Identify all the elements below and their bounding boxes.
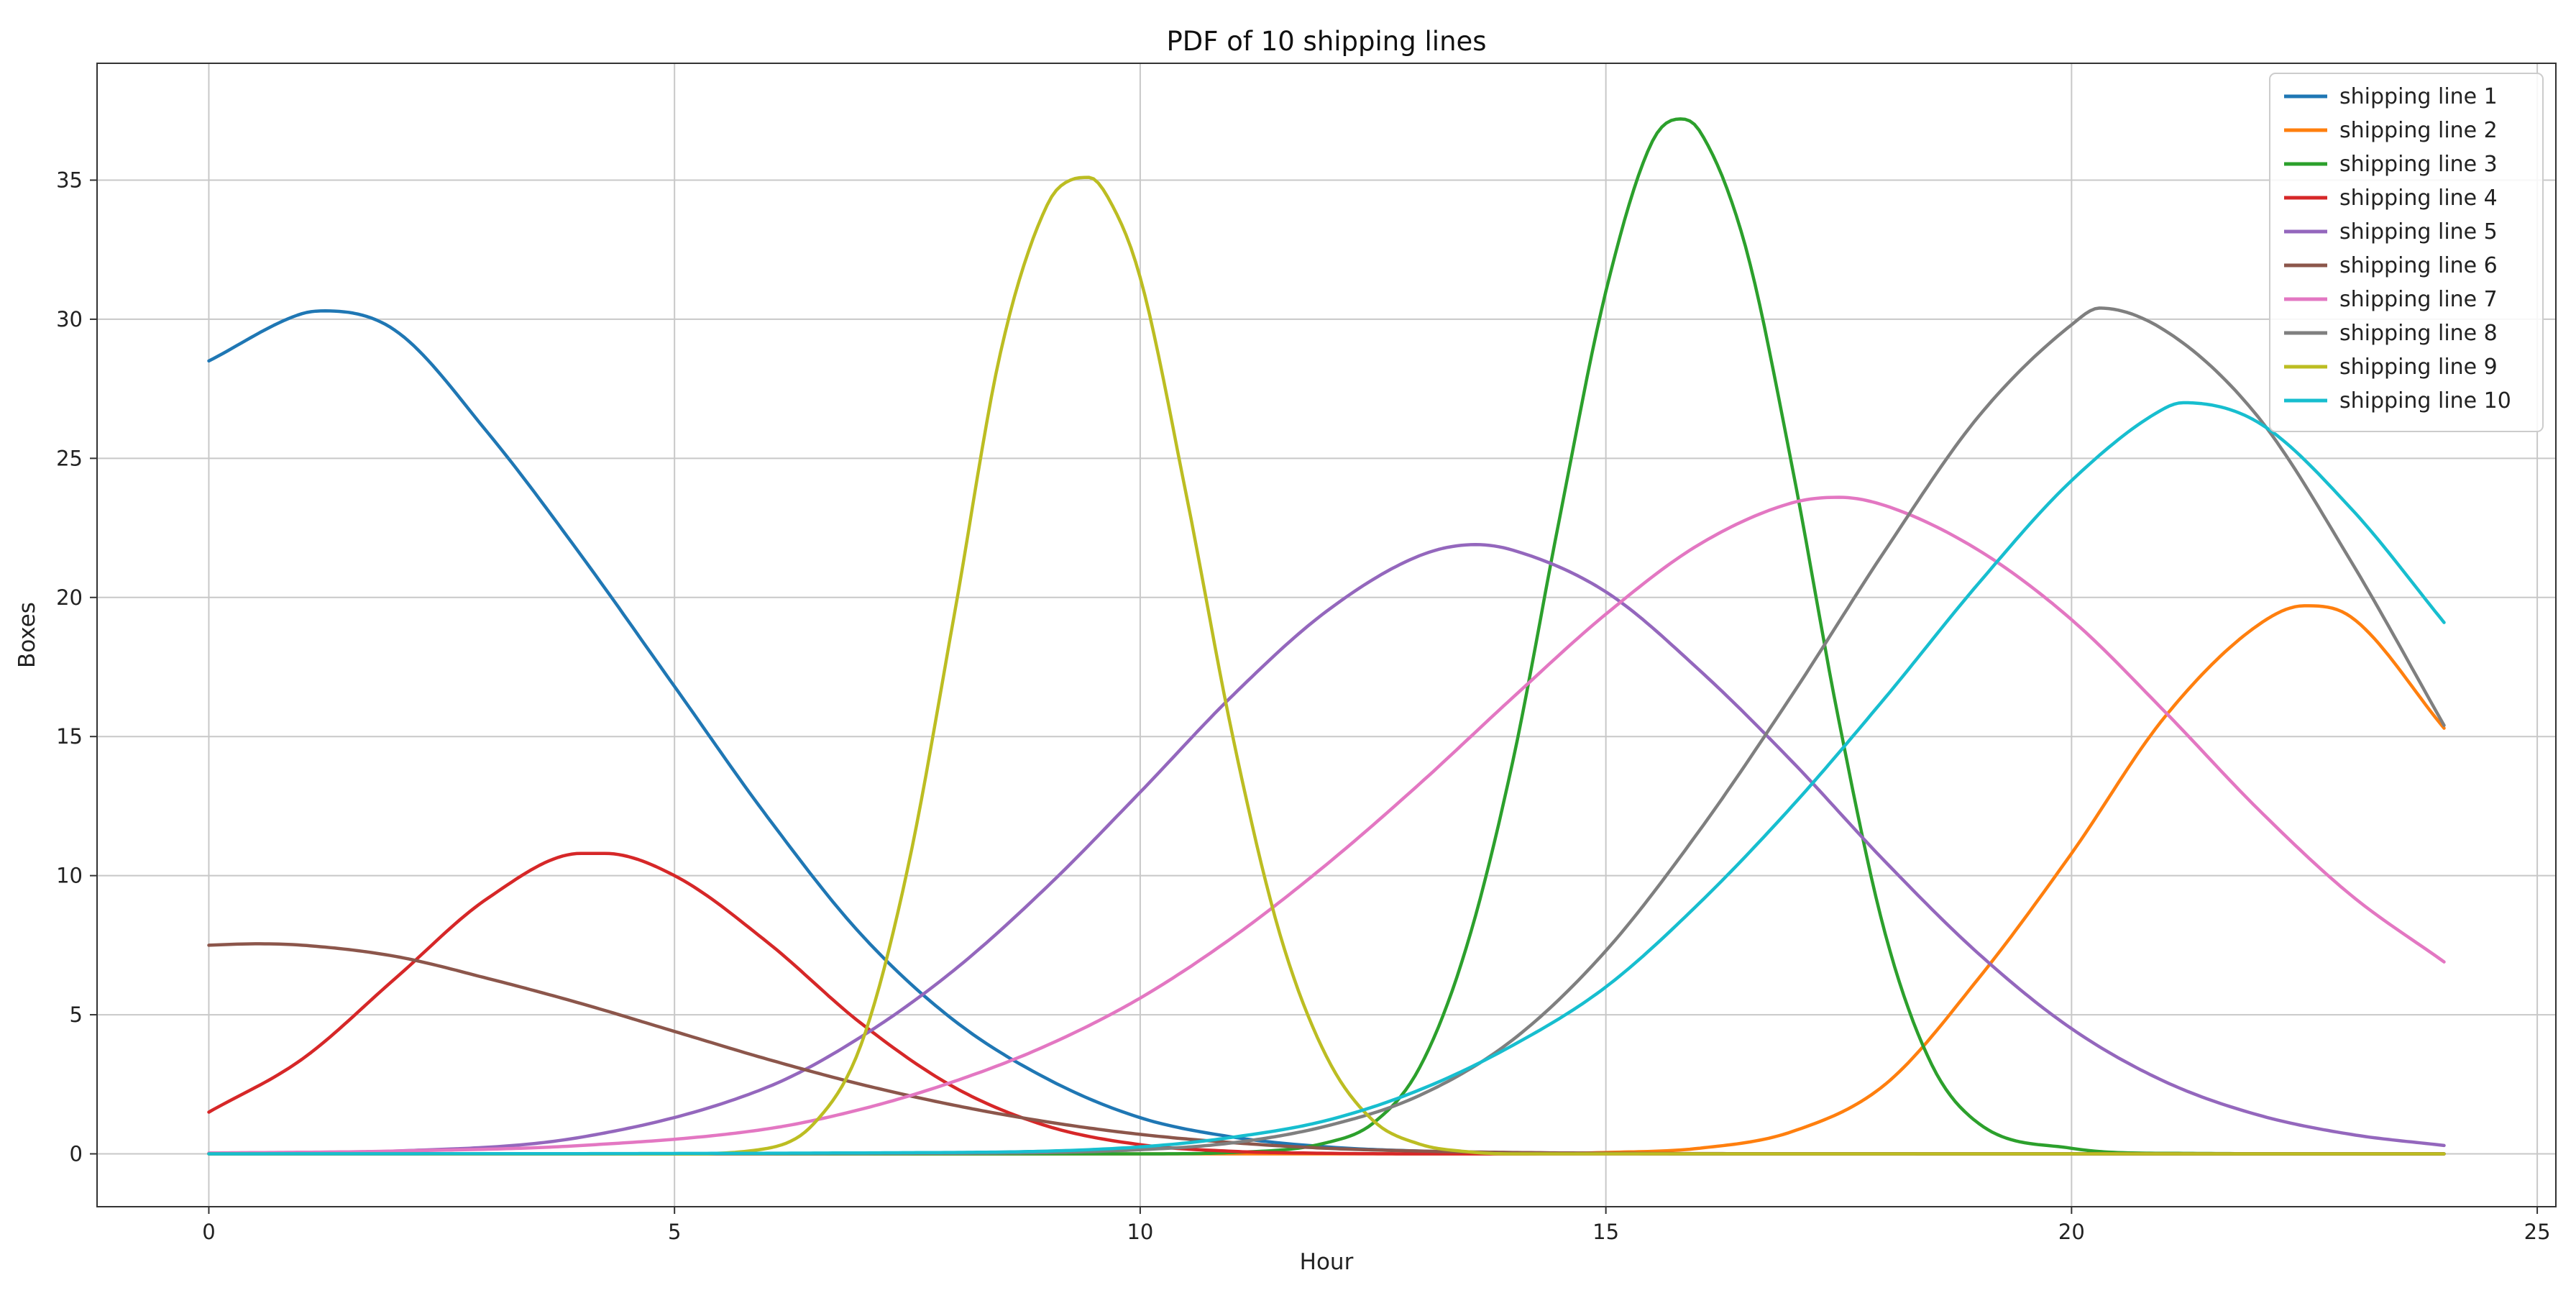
y-tick-label: 25 (56, 446, 83, 470)
legend-label: shipping line 7 (2339, 287, 2498, 312)
y-axis-label: Boxes (14, 602, 40, 668)
x-tick-label: 20 (2058, 1220, 2085, 1244)
y-tick-label: 5 (70, 1002, 83, 1027)
y-tick-label: 30 (56, 307, 83, 332)
y-tick-label: 0 (70, 1141, 83, 1166)
x-tick-label: 10 (1127, 1220, 1153, 1244)
legend-box (2269, 73, 2544, 432)
x-tick-label: 25 (2524, 1220, 2551, 1244)
legend-label: shipping line 1 (2339, 84, 2498, 109)
legend-label: shipping line 10 (2339, 388, 2511, 414)
series-line-7 (207, 495, 2446, 1155)
data-series (207, 117, 2446, 1156)
axis-ticks: 0 5 10 15 20 25 0 5 10 15 20 25 30 35 (56, 168, 2550, 1244)
legend-label: shipping line 5 (2339, 219, 2498, 245)
y-tick-label: 20 (56, 585, 83, 610)
y-tick-label: 15 (56, 724, 83, 749)
plot-frame (96, 63, 2557, 1207)
series-line-5 (207, 543, 2446, 1156)
x-axis-label: Hour (1300, 1249, 1354, 1275)
legend-label: shipping line 4 (2339, 186, 2498, 211)
legend-label: shipping line 9 (2339, 355, 2498, 380)
x-tick-label: 0 (202, 1220, 215, 1244)
x-tick-label: 15 (1592, 1220, 1619, 1244)
legend: shipping line 1 shipping line 2 shipping l… (2269, 73, 2544, 432)
legend-label: shipping line 3 (2339, 152, 2498, 177)
y-tick-label: 10 (56, 864, 83, 888)
x-tick-label: 5 (668, 1220, 681, 1244)
series-line-10 (207, 401, 2446, 1156)
legend-label: shipping line 2 (2339, 118, 2498, 143)
legend-label: shipping line 8 (2339, 321, 2498, 346)
chart-title: PDF of 10 shipping lines (1166, 26, 1486, 57)
y-tick-label: 35 (56, 168, 83, 192)
legend-label: shipping line 6 (2339, 253, 2498, 278)
